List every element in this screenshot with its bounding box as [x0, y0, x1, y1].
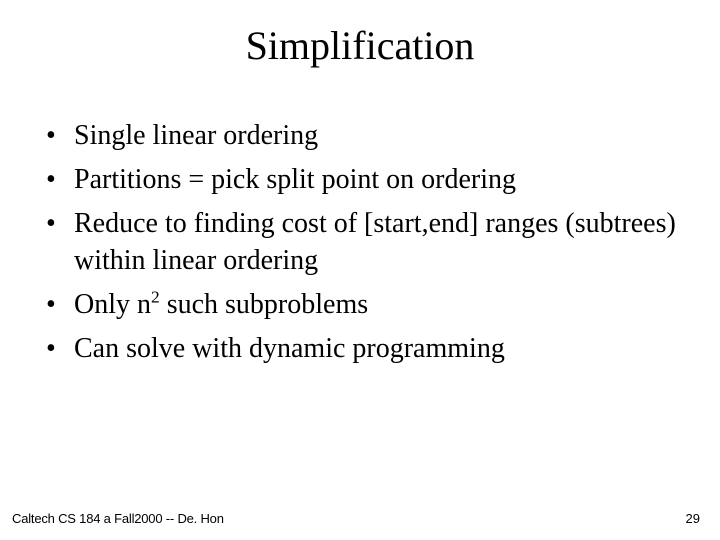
bullet-item: Reduce to finding cost of [start,end] ra…: [40, 205, 680, 281]
bullet-item: Partitions = pick split point on orderin…: [40, 161, 680, 199]
bullet-item: Can solve with dynamic programming: [40, 330, 680, 368]
bullet-item: Only n2 such subproblems: [40, 286, 680, 324]
slide: Simplification Single linear ordering Pa…: [0, 0, 720, 540]
bullet-item: Single linear ordering: [40, 117, 680, 155]
footer-attribution: Caltech CS 184 a Fall2000 -- De. Hon: [12, 511, 224, 526]
slide-title: Simplification: [0, 0, 720, 69]
page-number: 29: [686, 511, 700, 526]
bullet-text-post: such subproblems: [160, 289, 368, 320]
bullet-text-pre: Only n: [74, 289, 151, 320]
bullet-list: Single linear ordering Partitions = pick…: [40, 117, 720, 368]
superscript: 2: [151, 288, 160, 307]
